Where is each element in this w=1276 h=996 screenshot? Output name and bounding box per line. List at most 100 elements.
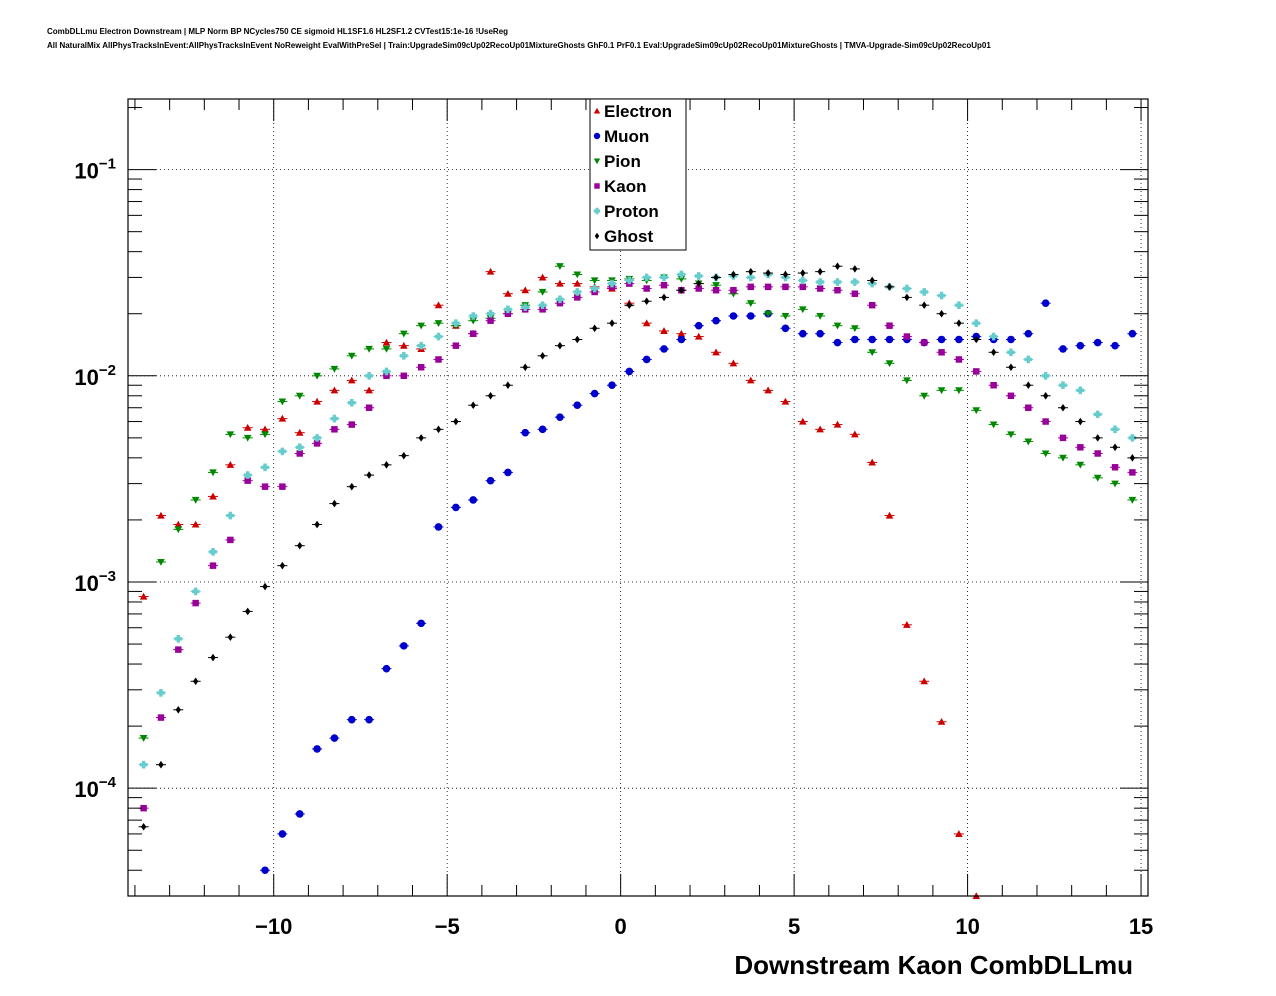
y-tick-label: 10−2	[74, 362, 116, 390]
pion-point	[937, 387, 946, 395]
ghost-point	[1129, 454, 1136, 462]
electron-point	[712, 348, 720, 356]
proton-point	[191, 587, 200, 596]
muon-point	[851, 335, 859, 344]
x-tick-labels: −10 −5 0 5 10 15	[255, 914, 1153, 939]
muon-point	[365, 715, 373, 724]
proton-point	[833, 278, 842, 286]
pion-point	[712, 282, 720, 290]
proton-point	[1093, 410, 1102, 419]
kaon-point	[383, 372, 390, 380]
ghost-point	[314, 520, 320, 529]
proton-point	[955, 301, 963, 309]
kaon-point	[1059, 434, 1067, 442]
kaon-point	[868, 301, 876, 309]
electron-point	[347, 376, 356, 384]
kaon-point	[1129, 469, 1136, 476]
x-axis-title: Downstream Kaon CombDLLmu	[734, 950, 1133, 980]
proton-point	[573, 288, 582, 296]
muon-point	[452, 503, 460, 512]
x-tick-label: −10	[255, 914, 292, 939]
ghost-point	[140, 822, 147, 831]
muon-point	[417, 619, 425, 628]
legend-marker-muon	[593, 132, 601, 140]
proton-point	[920, 288, 929, 296]
electron-point	[209, 492, 217, 500]
y-tick-labels: 10−4 10−3 10−2 10−1	[74, 156, 116, 803]
kaon-point	[1025, 404, 1032, 411]
kaon-point	[712, 287, 720, 294]
ghost-point	[401, 451, 407, 460]
electron-point	[937, 717, 946, 725]
pion-point	[764, 310, 772, 318]
kaon-point	[244, 477, 251, 484]
muon-point	[625, 367, 634, 376]
muon-point	[677, 335, 686, 344]
muon-point	[330, 734, 339, 742]
muon-point	[1076, 341, 1085, 350]
proton-point	[746, 273, 755, 282]
muon-point	[1128, 329, 1137, 338]
proton-point	[590, 284, 599, 293]
kaon-point	[365, 404, 373, 411]
ghost-point	[609, 319, 615, 327]
pion-point	[798, 306, 807, 314]
ghost-point	[990, 348, 997, 357]
muon-point	[295, 810, 304, 818]
pion-point	[1024, 438, 1033, 446]
kaon-point	[469, 330, 477, 337]
pion-point	[400, 330, 408, 338]
legend-label-ghost: Ghost	[604, 227, 653, 246]
pion-point	[590, 277, 599, 285]
legend-box	[589, 98, 687, 251]
ghost-point	[158, 760, 164, 769]
electron-point	[191, 520, 200, 528]
kaon-point	[920, 339, 928, 346]
legend: Electron Muon Pion Kaon Proton Ghost	[589, 98, 687, 251]
electron-point	[660, 327, 668, 334]
muon-point	[590, 389, 599, 398]
pion-point	[538, 288, 547, 296]
ghost-point	[245, 607, 251, 616]
kaon-point	[1042, 418, 1049, 425]
pion-point	[972, 407, 981, 415]
legend-marker-kaon	[594, 183, 600, 189]
pion-point	[347, 352, 356, 360]
pion-point	[868, 349, 876, 357]
muon-point	[937, 335, 946, 344]
ghost-point	[470, 401, 476, 410]
muon-point	[538, 425, 547, 434]
electron-point	[521, 286, 530, 294]
ghost-point	[539, 352, 546, 360]
ghost-point	[487, 391, 494, 400]
kaon-point	[955, 356, 963, 363]
kaon-point	[504, 310, 512, 317]
ghost-point	[852, 265, 858, 273]
electron-point	[746, 376, 755, 384]
ghost-point	[418, 434, 424, 442]
pion-point	[313, 372, 321, 380]
pion-point	[157, 558, 165, 566]
kaon-point	[539, 306, 546, 313]
pion-point	[469, 317, 478, 325]
x-tick-label: 5	[788, 914, 800, 939]
x-tick-label: 15	[1129, 914, 1153, 939]
kaon-point	[903, 333, 911, 340]
chart-title: CombDLLmu Electron Downstream | MLP Norm…	[47, 27, 509, 36]
kaon-point	[209, 562, 217, 569]
electron-point	[920, 677, 929, 685]
muon-point	[278, 830, 287, 838]
ghost-point	[696, 279, 702, 288]
proton-point	[903, 284, 911, 293]
electron-point	[226, 461, 235, 468]
muon-point	[694, 321, 703, 330]
ghost-point	[210, 653, 216, 662]
proton-point	[174, 635, 183, 643]
proton-point	[677, 270, 686, 279]
kaon-point	[990, 382, 997, 389]
pion-point	[278, 398, 287, 406]
pion-point	[295, 392, 304, 400]
pion-point	[1059, 454, 1067, 462]
pion-point	[330, 365, 339, 373]
proton-point	[1111, 425, 1119, 434]
